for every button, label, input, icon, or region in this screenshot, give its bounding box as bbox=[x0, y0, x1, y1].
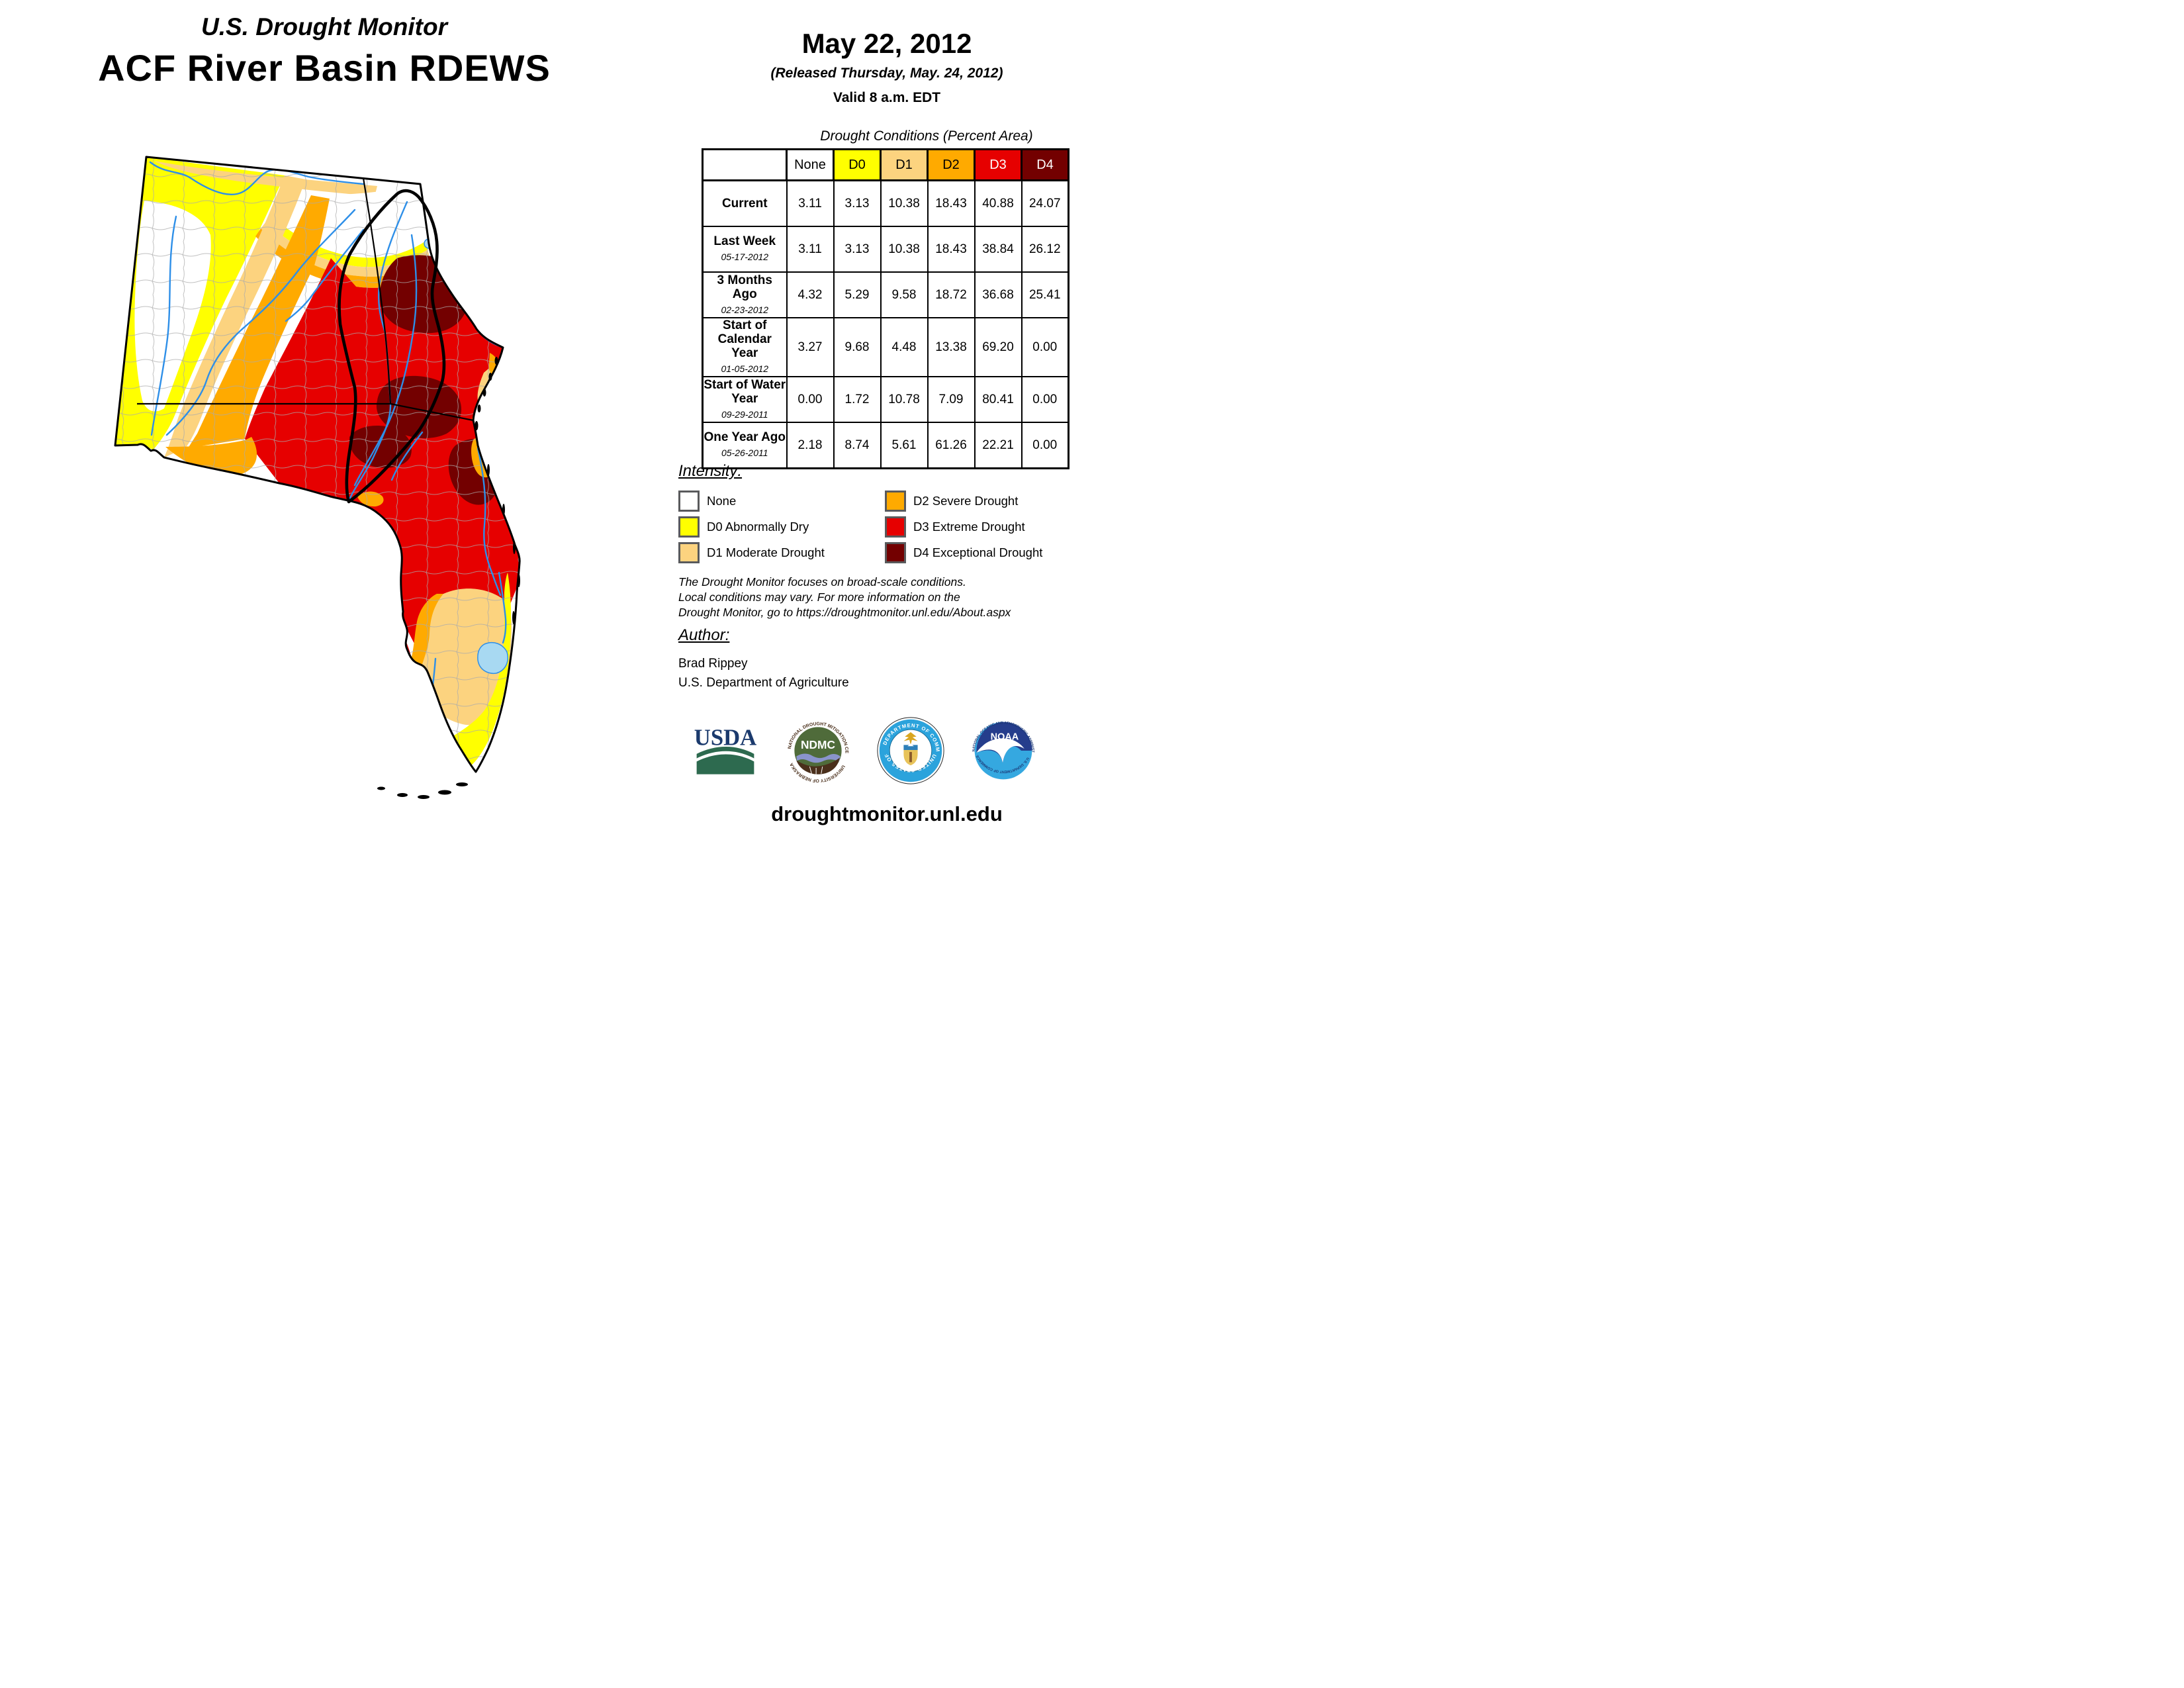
legend-item-d4: D4 Exceptional Drought bbox=[885, 542, 1042, 563]
cell-value: 2.18 bbox=[786, 422, 835, 469]
author-org: U.S. Department of Agriculture bbox=[678, 676, 849, 690]
legend-swatch-d4 bbox=[885, 542, 906, 563]
cell-value: 25.41 bbox=[1021, 271, 1069, 318]
row-label: Start of Water Year 09-29-2011 bbox=[702, 376, 788, 423]
row-label: Last Week 05-17-2012 bbox=[702, 226, 788, 273]
noaa-wordmark: NOAA bbox=[991, 732, 1019, 743]
row-label: 3 Months Ago 02-23-2012 bbox=[702, 271, 788, 318]
table-header-spacer bbox=[702, 148, 788, 181]
legend-title: Intensity: bbox=[678, 462, 743, 480]
ndmc-wordmark: NDMC bbox=[801, 738, 835, 751]
legend-item-d1: D1 Moderate Drought bbox=[678, 542, 825, 563]
table-row: One Year Ago 05-26-2011 2.18 8.74 5.61 61… bbox=[702, 422, 1069, 469]
cell-value: 3.27 bbox=[786, 317, 835, 377]
cell-value: 61.26 bbox=[927, 422, 976, 469]
author-heading: Author: bbox=[678, 626, 730, 644]
legend-swatch-d0 bbox=[678, 516, 700, 538]
cell-value: 9.68 bbox=[833, 317, 882, 377]
footer-url: droughtmonitor.unl.edu bbox=[771, 802, 1003, 825]
table-row: Start of Water Year 09-29-2011 0.00 1.72 … bbox=[702, 376, 1069, 423]
legend-swatch-d1 bbox=[678, 542, 700, 563]
cell-value: 3.13 bbox=[833, 179, 882, 227]
cell-value: 4.32 bbox=[786, 271, 835, 318]
table-row: Start of Calendar Year 01-05-2012 3.27 9.… bbox=[702, 317, 1069, 377]
cell-value: 38.84 bbox=[974, 226, 1023, 273]
cell-value: 8.74 bbox=[833, 422, 882, 469]
commerce-logo: DEPARTMENT OF COMMERCE UNITED STATES OF … bbox=[873, 711, 946, 788]
usda-wordmark: USDA bbox=[694, 724, 756, 750]
cell-value: 3.11 bbox=[786, 226, 835, 273]
legend-item-d0: D0 Abnormally Dry bbox=[678, 516, 809, 538]
cell-value: 0.00 bbox=[1021, 376, 1069, 423]
cell-value: 22.21 bbox=[974, 422, 1023, 469]
legend-item-d3: D3 Extreme Drought bbox=[885, 516, 1025, 538]
col-header-d3: D3 bbox=[974, 148, 1023, 181]
page-title: ACF River Basin RDEWS bbox=[98, 47, 551, 89]
legend-swatch-d3 bbox=[885, 516, 906, 538]
cell-value: 10.38 bbox=[880, 179, 929, 227]
cell-value: 40.88 bbox=[974, 179, 1023, 227]
drought-monitor-report: U.S. Drought Monitor ACF River Basin RDE… bbox=[0, 0, 1092, 844]
cell-value: 13.38 bbox=[927, 317, 976, 377]
cell-value: 10.78 bbox=[880, 376, 929, 423]
col-header-d4: D4 bbox=[1021, 148, 1069, 181]
cell-value: 26.12 bbox=[1021, 226, 1069, 273]
cell-value: 80.41 bbox=[974, 376, 1023, 423]
row-label: One Year Ago 05-26-2011 bbox=[702, 422, 788, 469]
cell-value: 3.13 bbox=[833, 226, 882, 273]
cell-value: 0.00 bbox=[786, 376, 835, 423]
author-name: Brad Rippey bbox=[678, 657, 748, 671]
table-row: Last Week 05-17-2012 3.11 3.13 10.38 18.4… bbox=[702, 226, 1069, 273]
drought-map bbox=[46, 136, 582, 834]
legend-swatch-d2 bbox=[885, 491, 906, 512]
cell-value: 7.09 bbox=[927, 376, 976, 423]
agency-logos: USDA NDMC NATIONAL DROUGHT MITIGATION CE… bbox=[690, 711, 1038, 788]
noaa-logo: NOAA NATIONAL OCEANIC AND ATMOSPHERIC AD… bbox=[967, 713, 1038, 788]
usda-logo: USDA bbox=[690, 714, 760, 788]
row-label: Start of Calendar Year 01-05-2012 bbox=[702, 317, 788, 377]
date-block: May 22, 2012 (Released Thursday, May. 24… bbox=[688, 28, 1085, 106]
cell-value: 69.20 bbox=[974, 317, 1023, 377]
cell-value: 5.29 bbox=[833, 271, 882, 318]
cell-value: 24.07 bbox=[1021, 179, 1069, 227]
cell-value: 0.00 bbox=[1021, 422, 1069, 469]
col-header-d1: D1 bbox=[880, 148, 929, 181]
map-date: May 22, 2012 bbox=[801, 28, 972, 59]
table-header-row: None D0 D1 D2 D3 D4 bbox=[702, 148, 1069, 181]
col-header-d0: D0 bbox=[833, 148, 882, 181]
cell-value: 5.61 bbox=[880, 422, 929, 469]
cell-value: 9.58 bbox=[880, 271, 929, 318]
title-block: U.S. Drought Monitor ACF River Basin RDE… bbox=[26, 13, 622, 89]
col-header-none: None bbox=[786, 148, 835, 181]
cell-value: 3.11 bbox=[786, 179, 835, 227]
col-header-d2: D2 bbox=[927, 148, 976, 181]
legend-swatch-none bbox=[678, 491, 700, 512]
release-date: (Released Thursday, May. 24, 2012) bbox=[770, 66, 1003, 81]
cell-value: 10.38 bbox=[880, 226, 929, 273]
report-series-title: U.S. Drought Monitor bbox=[201, 13, 447, 40]
cell-value: 18.72 bbox=[927, 271, 976, 318]
cell-value: 18.43 bbox=[927, 226, 976, 273]
table-row: Current 3.11 3.13 10.38 18.43 40.88 24.0… bbox=[702, 179, 1069, 227]
cell-value: 18.43 bbox=[927, 179, 976, 227]
cell-value: 4.48 bbox=[880, 317, 929, 377]
table-title: Drought Conditions (Percent Area) bbox=[820, 128, 1033, 144]
legend-item-d2: D2 Severe Drought bbox=[885, 491, 1018, 512]
cell-value: 36.68 bbox=[974, 271, 1023, 318]
row-label: Current bbox=[702, 179, 788, 227]
disclaimer: The Drought Monitor focuses on broad-sca… bbox=[678, 575, 1011, 619]
valid-time: Valid 8 a.m. EDT bbox=[833, 90, 941, 105]
legend-item-none: None bbox=[678, 491, 736, 512]
ndmc-logo: NDMC NATIONAL DROUGHT MITIGATION CENTER … bbox=[782, 712, 853, 788]
cell-value: 0.00 bbox=[1021, 317, 1069, 377]
table-row: 3 Months Ago 02-23-2012 4.32 5.29 9.58 18… bbox=[702, 271, 1069, 318]
cell-value: 1.72 bbox=[833, 376, 882, 423]
drought-conditions-table: None D0 D1 D2 D3 D4 Current 3.11 3.13 10… bbox=[702, 148, 1069, 469]
